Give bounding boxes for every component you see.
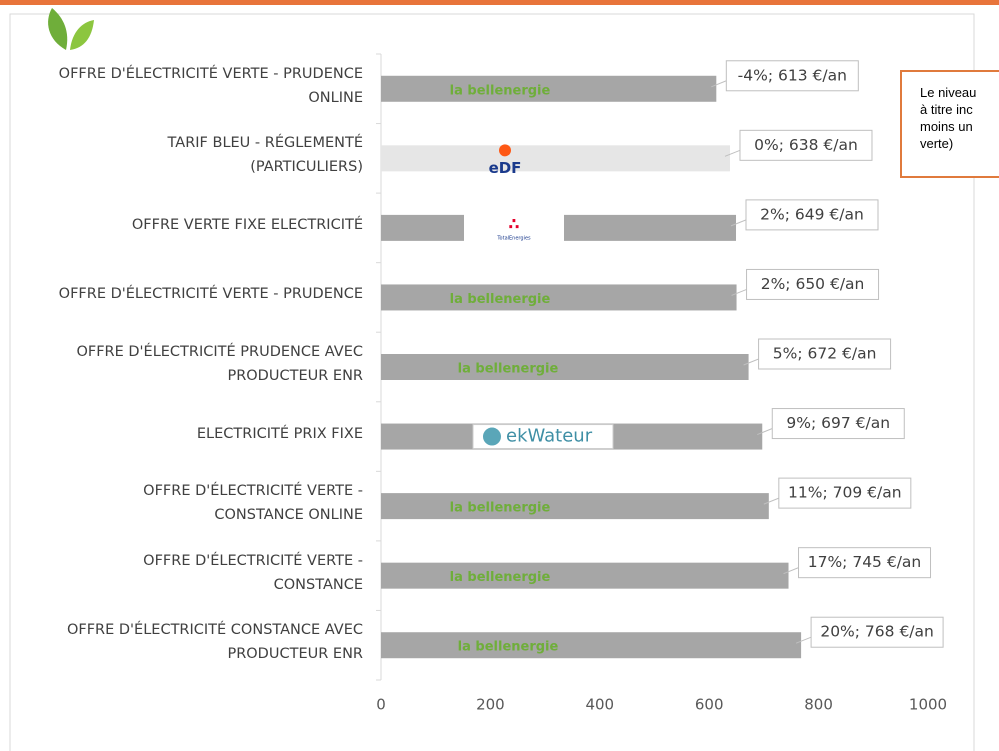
value-label-box <box>758 338 892 370</box>
annotation-line: moins un <box>920 119 973 134</box>
bar <box>381 75 717 102</box>
bar <box>381 354 749 380</box>
category-label: OFFRE D'ÉLECTRICITÉ VERTE - PRUDENCE <box>58 286 363 303</box>
value-label: -4%; 613 €/an <box>738 66 847 84</box>
value-label: 17%; 745 €/an <box>808 553 922 571</box>
bar <box>381 562 789 589</box>
value-label-box <box>771 408 905 440</box>
category-label: OFFRE D'ÉLECTRICITÉ PRUDENCE AVEC PRODUC… <box>76 344 363 384</box>
leaf-icon <box>48 8 94 50</box>
x-tick-label: 1000 <box>909 696 947 714</box>
category-label: OFFRE VERTE FIXE ELECTRICITÉ <box>131 216 363 233</box>
value-label: 2%; 649 €/an <box>760 205 864 223</box>
value-label: 9%; 697 €/an <box>786 414 890 432</box>
x-tick-label: 200 <box>476 696 505 714</box>
value-label-box <box>798 547 932 579</box>
logo: la bellenergie <box>450 501 551 516</box>
logo: TotalEnergies <box>496 235 531 241</box>
logo: ekWateur <box>506 426 593 447</box>
value-label: 0%; 638 €/an <box>754 136 858 154</box>
bar <box>381 493 769 520</box>
annotation-line: verte) <box>920 136 954 151</box>
value-label-box <box>810 616 944 648</box>
bar <box>381 632 802 659</box>
x-tick-label: 600 <box>695 696 724 714</box>
value-label: 11%; 709 €/an <box>788 484 902 502</box>
value-label: 5%; 672 €/an <box>773 345 877 363</box>
category-label: ELECTRICITÉ PRIX FIXE <box>196 425 363 442</box>
logo: la bellenergie <box>450 292 551 307</box>
logo-mark <box>499 144 511 157</box>
bar <box>381 284 737 311</box>
category-label: OFFRE D'ÉLECTRICITÉ VERTE - PRUDENCE ONL… <box>58 65 363 106</box>
logo-mark <box>483 427 501 446</box>
category-label: OFFRE D'ÉLECTRICITÉ VERTE - CONSTANCE <box>143 552 363 593</box>
value-label-box <box>778 477 912 509</box>
category-label: OFFRE D'ÉLECTRICITÉ VERTE - CONSTANCE ON… <box>143 483 363 524</box>
logo: la bellenergie <box>450 83 551 98</box>
bar <box>381 145 730 172</box>
logo-bg <box>464 213 564 242</box>
logo-mark: ∴ <box>508 214 519 233</box>
annotation-line: Le niveau <box>920 85 977 100</box>
value-label-box <box>725 60 859 92</box>
x-tick-label: 400 <box>585 696 614 714</box>
value-label-box <box>739 129 873 161</box>
value-label: 20%; 768 €/an <box>820 623 934 641</box>
value-label: 2%; 650 €/an <box>761 275 865 293</box>
logo: la bellenergie <box>450 570 551 585</box>
value-label-box <box>746 268 880 300</box>
x-tick-label: 0 <box>376 696 386 714</box>
logo: la bellenergie <box>458 362 559 377</box>
annotation-box: Le niveau à titre inc moins un verte) <box>900 70 999 178</box>
category-label: TARIF BLEU - RÉGLEMENTÉ (PARTICULIERS) <box>167 135 363 176</box>
logo: eDF <box>489 159 522 177</box>
x-tick-label: 800 <box>804 696 833 714</box>
logo: la bellenergie <box>458 640 559 655</box>
category-label: OFFRE D'ÉLECTRICITÉ CONSTANCE AVEC PRODU… <box>66 622 363 663</box>
top-band <box>0 0 999 5</box>
annotation-line: à titre inc <box>920 102 973 117</box>
value-label-box <box>745 199 879 231</box>
